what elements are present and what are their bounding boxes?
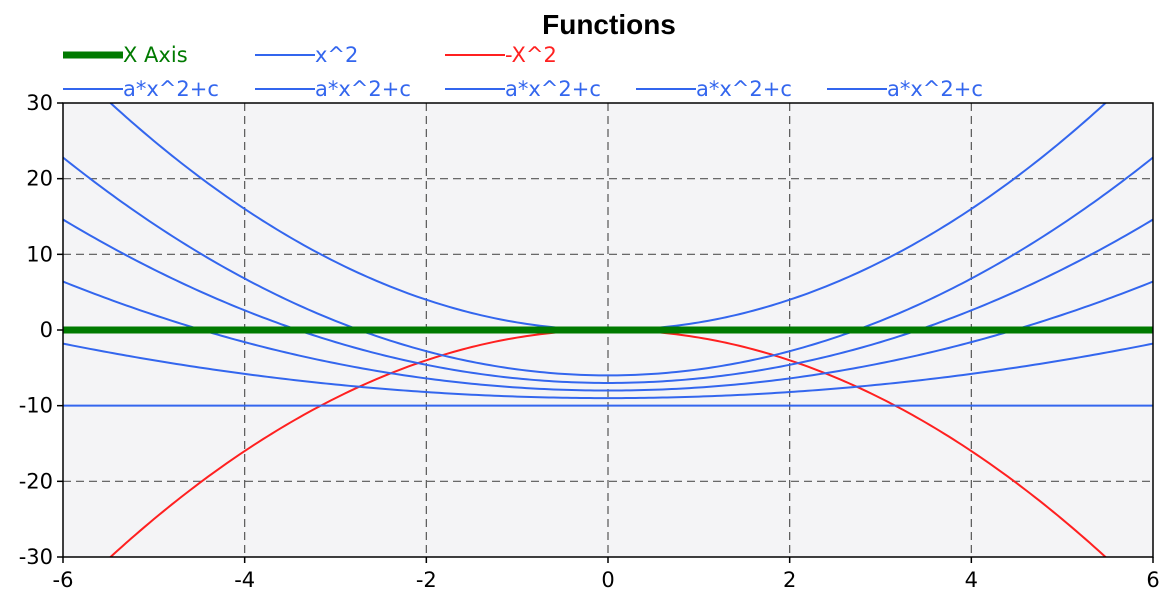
y-tick-label-2: -10 [19,394,53,418]
y-tick-label-4: 10 [26,242,53,266]
legend-label-4: a*x^2+c [315,77,411,101]
legend-label-2: -X^2 [505,43,557,67]
y-tick-label-6: 30 [26,91,53,115]
x-tick-label-4: 2 [783,568,796,592]
legend-label-3: a*x^2+c [123,77,219,101]
legend-label-5: a*x^2+c [505,77,601,101]
x-tick-label-2: -2 [416,568,437,592]
series-line-3 [63,156,1153,377]
legend-label-7: a*x^2+c [887,77,983,101]
series-line-4 [63,218,1153,384]
legend-label-6: a*x^2+c [696,77,792,101]
y-tick-label-5: 20 [26,167,53,191]
legend-label-0: X Axis [123,43,188,67]
x-tick-label-3: 0 [601,568,614,592]
x-tick-label-6: 6 [1146,568,1159,592]
series-layer [63,103,1153,557]
x-tick-label-0: -6 [53,568,74,592]
series-line-5 [63,280,1153,392]
y-tick-label-1: -20 [19,469,53,493]
series-line-6 [63,342,1153,400]
legend-label-1: x^2 [315,43,358,67]
chart-title: Functions [542,9,676,40]
y-tick-label-0: -30 [19,545,53,569]
x-tick-label-1: -4 [234,568,255,592]
legend: X Axis x^2 -X^2 a*x^2+c a*x^2+c a*x^2+c a*x^2+… [63,43,983,101]
y-tick-label-3: 0 [40,318,53,342]
x-tick-label-5: 4 [965,568,978,592]
